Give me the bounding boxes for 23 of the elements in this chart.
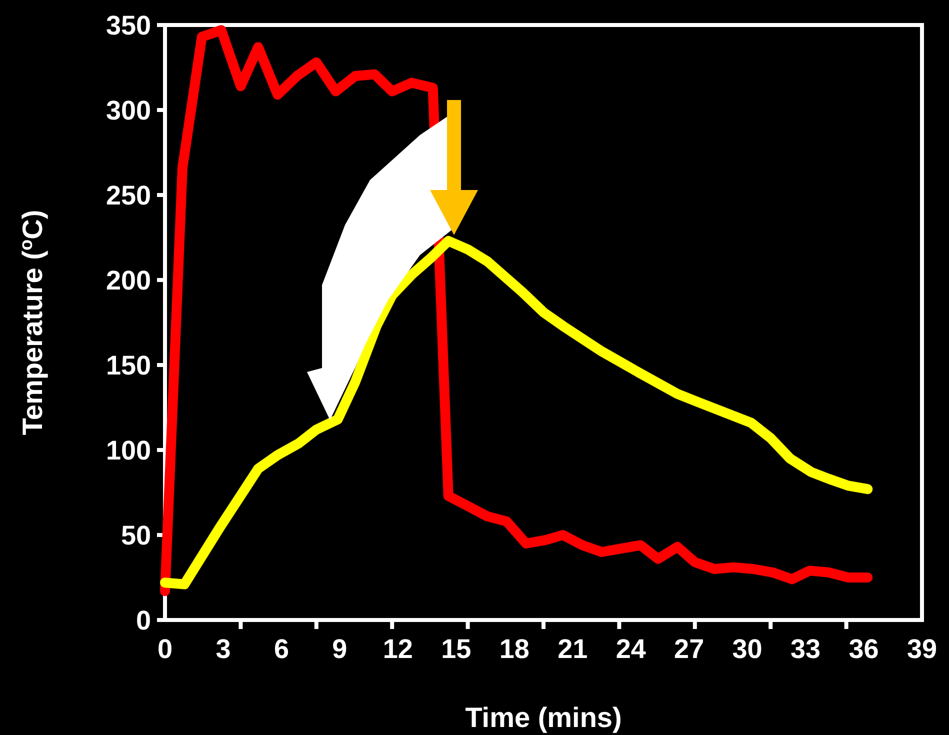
x-tick-label: 39 <box>906 634 938 664</box>
x-tick-label: 3 <box>216 634 231 664</box>
y-tick-label: 350 <box>106 10 151 40</box>
x-tick-label: 27 <box>674 634 704 664</box>
x-tick-label: 30 <box>732 634 762 664</box>
y-tick-label: 50 <box>120 520 151 550</box>
x-tick-label: 0 <box>157 634 173 664</box>
x-tick-label: 18 <box>499 634 530 664</box>
x-tick-label: 9 <box>332 634 348 664</box>
y-tick-label: 0 <box>136 605 151 636</box>
x-axis-title: Time (mins) <box>465 702 622 733</box>
y-tick-label: 150 <box>106 350 151 380</box>
x-tick-label: 6 <box>274 634 289 664</box>
y-tick-label: 250 <box>106 180 151 210</box>
x-tick-label: 12 <box>382 634 413 664</box>
x-tick-label: 36 <box>848 634 879 664</box>
x-tick-label: 15 <box>441 634 472 664</box>
x-tick-label: 33 <box>790 634 821 664</box>
y-tick-label: 200 <box>106 265 151 296</box>
x-tick-label: 21 <box>558 634 588 664</box>
y-tick-label: 300 <box>106 95 151 126</box>
x-tick-label: 24 <box>616 634 646 664</box>
y-tick-label: 100 <box>106 435 151 466</box>
